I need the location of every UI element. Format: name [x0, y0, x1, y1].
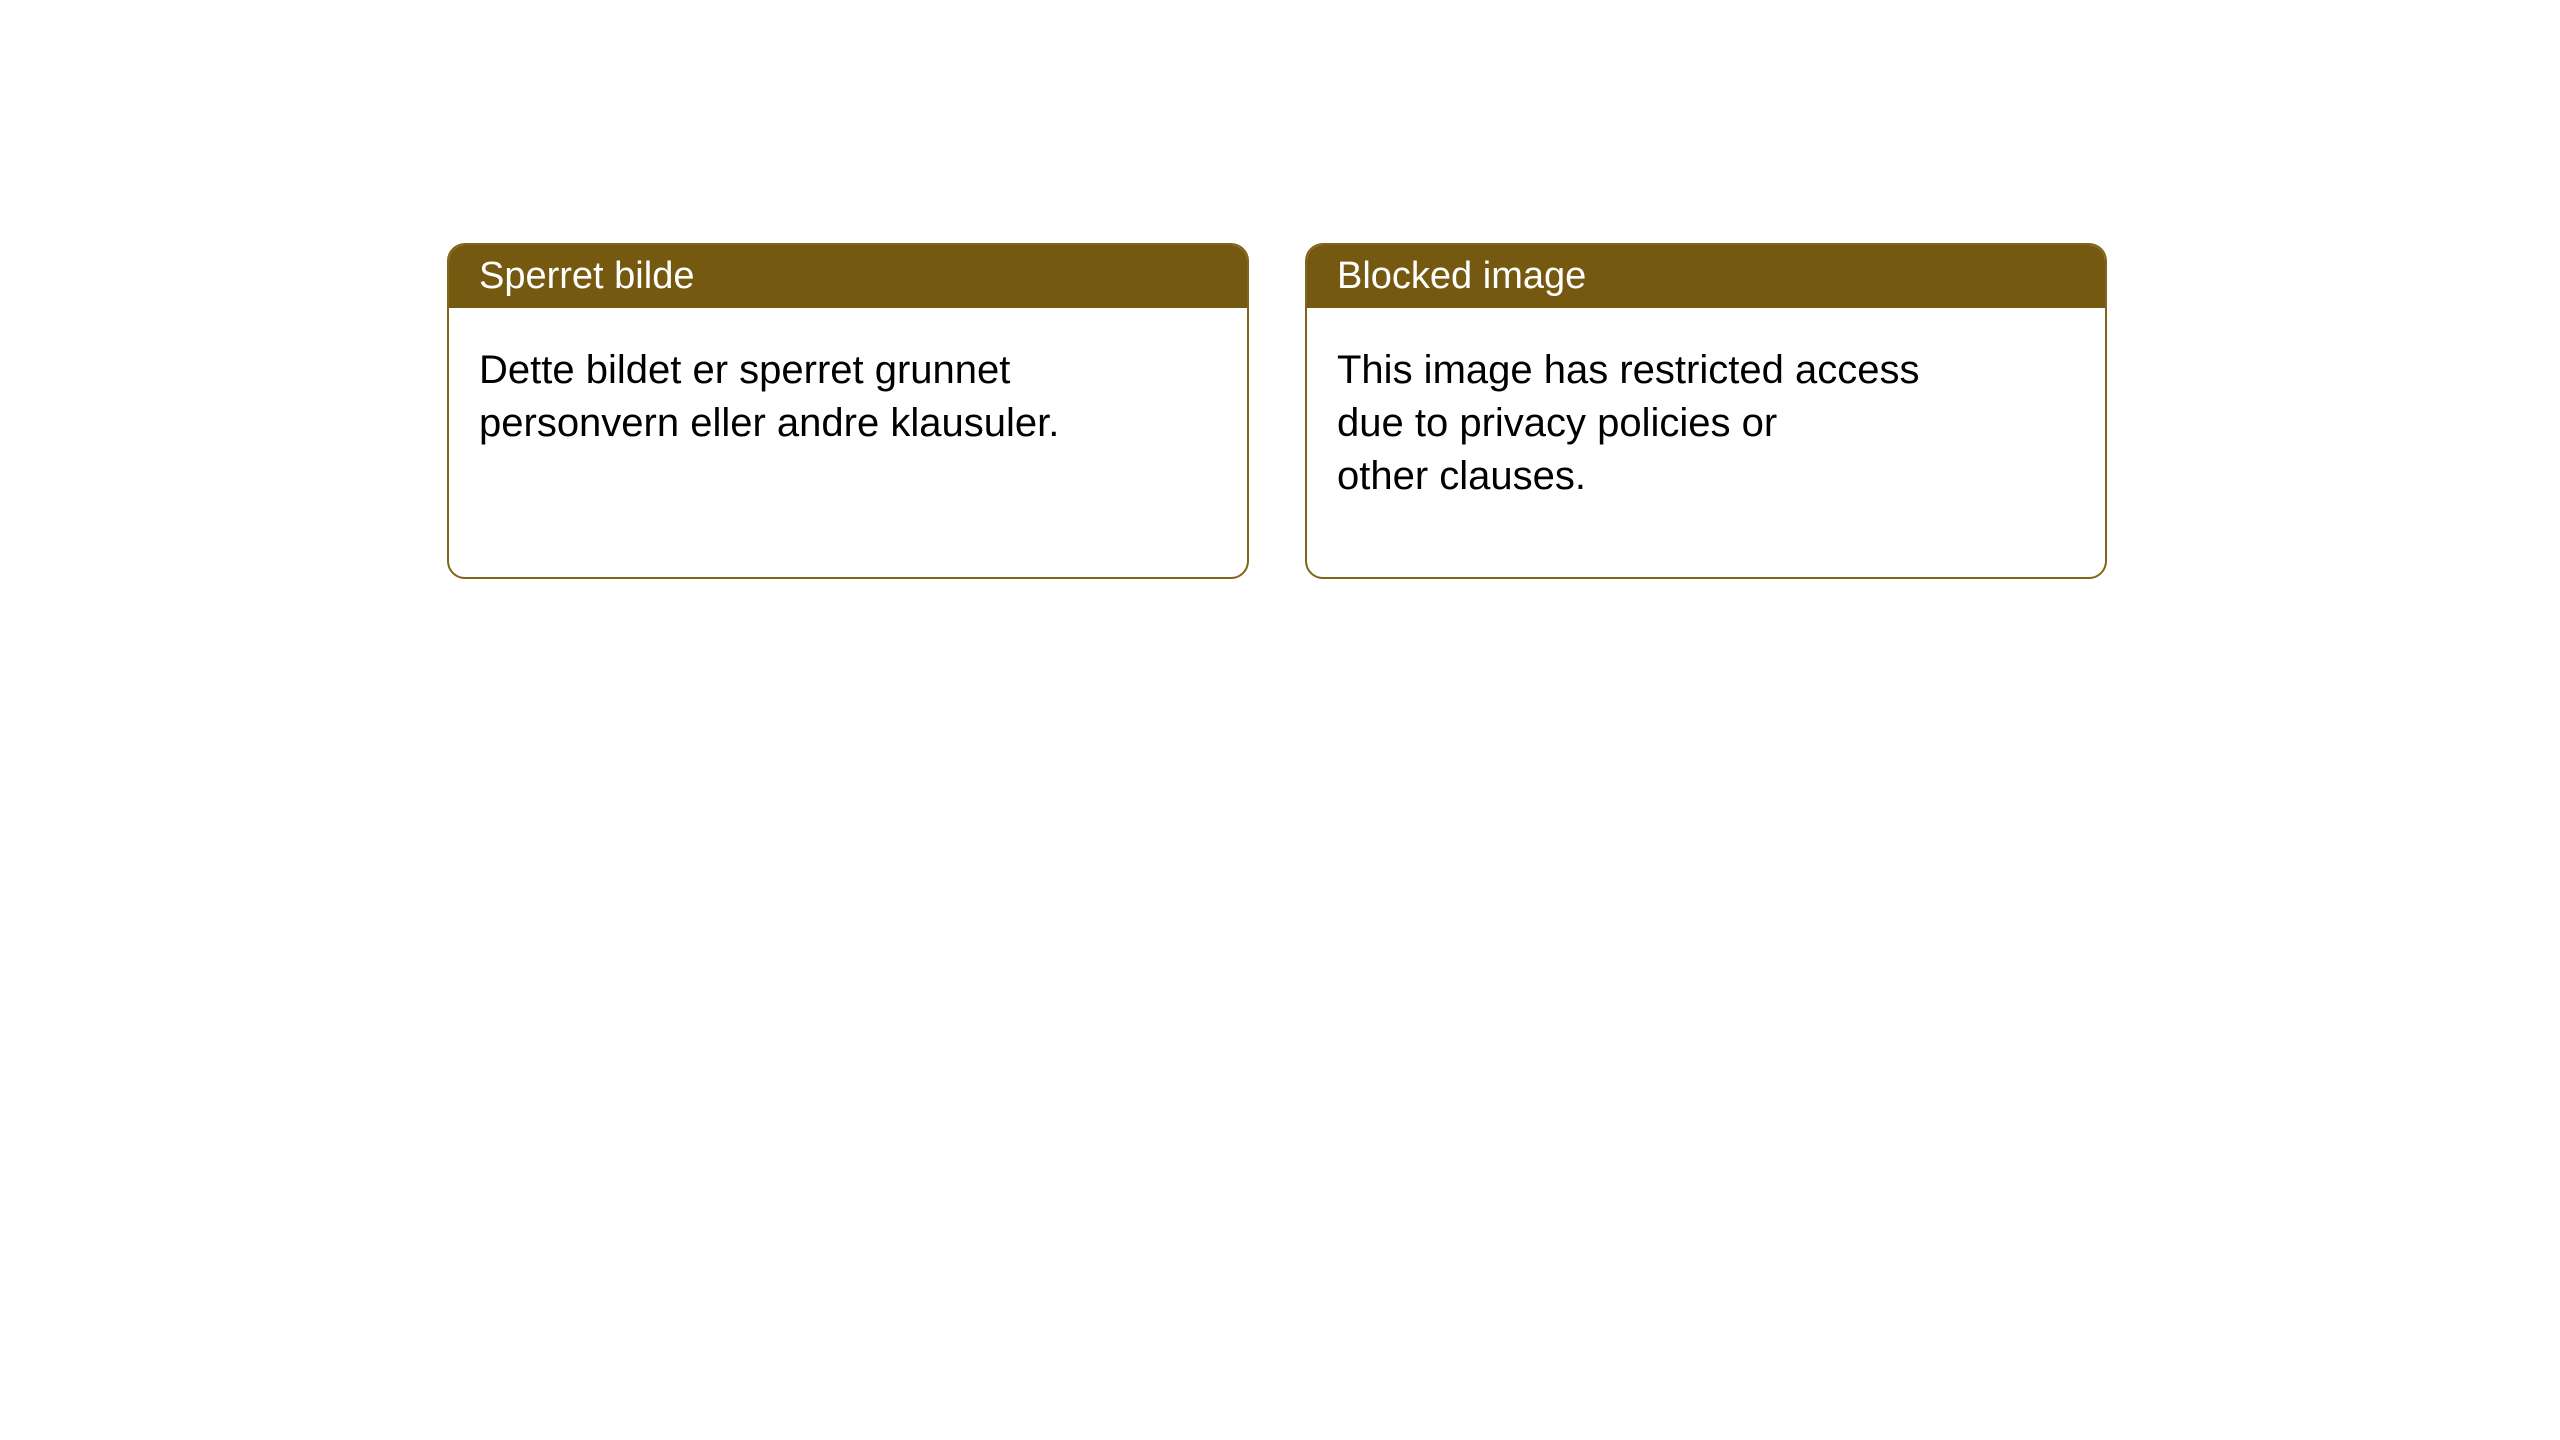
card-header: Sperret bilde: [449, 245, 1247, 308]
notice-cards-container: Sperret bilde Dette bildet er sperret gr…: [447, 243, 2107, 579]
card-header: Blocked image: [1307, 245, 2105, 308]
card-body: Dette bildet er sperret grunnet personve…: [449, 308, 1129, 486]
notice-card-norwegian: Sperret bilde Dette bildet er sperret gr…: [447, 243, 1249, 579]
notice-card-english: Blocked image This image has restricted …: [1305, 243, 2107, 579]
card-body: This image has restricted access due to …: [1307, 308, 1987, 538]
